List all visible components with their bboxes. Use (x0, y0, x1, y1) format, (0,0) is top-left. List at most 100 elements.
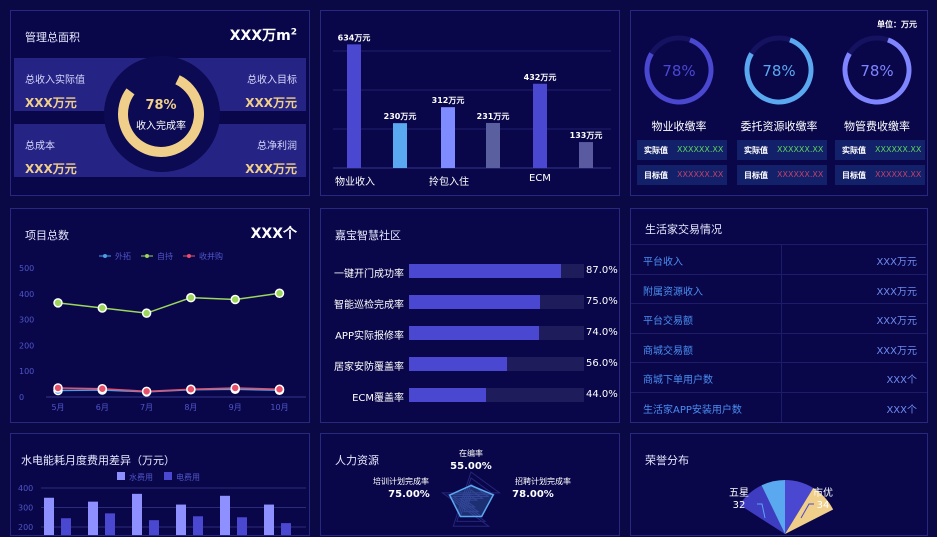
trade-row-value: XXX万元 (876, 345, 917, 357)
target-value-cell: 目标值 XXXXXX.XX (737, 165, 827, 185)
bar (237, 517, 247, 535)
honor-panel: 荣誉分布 五星 32 市优 34 (630, 433, 928, 536)
hbar-track (409, 357, 584, 371)
radar-value-label: 78.00% (512, 489, 554, 500)
bar (579, 142, 593, 168)
hbar-track (409, 295, 584, 309)
bar (220, 495, 230, 535)
column-divider (781, 333, 782, 363)
y-tick-label: 400 (18, 484, 33, 493)
legend-label[interactable]: 自持 (157, 251, 173, 261)
y-tick-label: 400 (19, 290, 34, 299)
actual-value: XXXXXX.XX (677, 145, 724, 154)
radar-grid (440, 471, 502, 527)
data-point (53, 383, 63, 393)
bar (347, 44, 361, 169)
y-tick-label: 200 (18, 523, 33, 532)
gauge-percent: 78% (762, 62, 795, 80)
card-label: 总收入目标 (247, 75, 297, 86)
radar-area (448, 484, 495, 518)
smart-title: 嘉宝智慧社区 (335, 229, 401, 242)
data-point (186, 292, 196, 303)
actual-value: XXXXXX.XX (875, 145, 922, 154)
x-tick-label: 9月 (229, 403, 242, 412)
hbar-row: ECM覆盖率 44.0% (321, 388, 621, 404)
hbar-label: APP实际报修率 (335, 331, 404, 342)
hbar-fill (409, 388, 486, 402)
bar (441, 107, 455, 168)
hbar-fill (409, 295, 541, 309)
actual-value: XXXXXX.XX (777, 145, 824, 154)
area-value: XXX万m2 (230, 25, 297, 45)
x-tick-label: ECM (529, 173, 551, 184)
unit-label: 单位：万元 (877, 20, 917, 29)
legend-label[interactable]: 电费用 (176, 472, 200, 482)
project-line-chart: 0 100 200 300 400 500 5月 6月 7月 8月 9月 10月 外拓 自持 收并购 (19, 251, 306, 412)
card-value: XXX万元 (245, 96, 297, 110)
x-tick-label: 物业收入 (335, 177, 375, 188)
target-value: XXXXXX.XX (677, 170, 724, 179)
legend-label[interactable]: 外拓 (115, 251, 131, 261)
trade-row: 附属资源收入 XXX万元 (631, 273, 927, 304)
hbar-value: 87.0% (586, 265, 618, 276)
legend-label[interactable]: 收并购 (199, 251, 223, 261)
area-title: 管理总面积 (25, 31, 80, 44)
pie-label-value: 32 (733, 500, 746, 511)
area-panel: 管理总面积 XXX万m2 78% 收入完成率 总收入实际值 XXX万元 总收入目… (10, 10, 310, 196)
area-value-superscript: 2 (290, 27, 297, 38)
hbar-label: ECM覆盖率 (352, 393, 404, 404)
hbar-value: 44.0% (586, 389, 618, 400)
hbar-label: 一键开门成功率 (334, 269, 404, 280)
x-tick-label: 10月 (270, 403, 288, 412)
target-value-cell: 目标值 XXXXXX.XX (637, 165, 727, 185)
bar (393, 123, 407, 168)
series-line (57, 292, 280, 314)
actual-label: 实际值 (644, 146, 668, 155)
bar-data-label: 432万元 (524, 73, 557, 82)
trade-row-label: 平台收入 (643, 257, 683, 268)
legend-label[interactable]: 水费用 (129, 472, 153, 482)
bar-data-label: 230万元 (384, 112, 417, 121)
hbar-value: 56.0% (586, 358, 618, 369)
y-tick-label: 500 (19, 264, 34, 273)
trade-row: 生活家APP安装用户数 XXX个 (631, 392, 927, 422)
x-tick-label: 7月 (140, 403, 153, 412)
trade-panel: 生活家交易情况 平台收入 XXX万元 附属资源收入 XXX万元 平台交易额 XXX万元 商城… (630, 208, 928, 423)
utility-bar-chart: 200 300 400 水费用 电费用 (18, 472, 306, 535)
y-tick-label: 300 (19, 316, 34, 325)
actual-label: 实际值 (842, 146, 866, 155)
data-point (97, 303, 108, 313)
pie-slice (785, 480, 814, 534)
income-donut (118, 75, 204, 157)
trade-row-value: XXX万元 (876, 257, 917, 268)
label-leader (757, 503, 766, 519)
data-point (274, 288, 285, 299)
bar (88, 501, 98, 535)
bar-data-label: 634万元 (338, 33, 371, 42)
label-leader (800, 503, 814, 519)
collection-panel: 单位：万元 78% 78% 78% 物业收缴率 实际值 XXXXXX.XX 目标值 XXXX… (630, 10, 928, 196)
trade-row-value: XXX个 (886, 375, 917, 387)
trade-row-value: XXX万元 (876, 286, 917, 298)
gauge-title: 物业收缴率 (651, 120, 707, 133)
radar-axis-label: 招聘计划完成率 (515, 476, 571, 486)
bar (149, 520, 159, 535)
actual-value-cell: 实际值 XXXXXX.XX (637, 140, 727, 160)
legend-swatch[interactable] (117, 472, 125, 480)
trade-row-label: 附属资源收入 (643, 286, 703, 298)
card-value: XXX万元 (25, 96, 77, 110)
trade-title: 生活家交易情况 (645, 223, 722, 236)
data-point (186, 384, 196, 395)
gauges: 78% 78% 78% (644, 35, 912, 105)
card-label: 总净利润 (257, 141, 297, 152)
donut-percent: 78% (145, 98, 177, 113)
radar-value-label: 75.00% (388, 489, 430, 500)
actual-label: 实际值 (744, 146, 768, 155)
hbar-row: 智能巡检完成率 75.0% (321, 295, 621, 311)
legend-swatch[interactable] (164, 472, 172, 480)
smart-panel: 嘉宝智慧社区 一键开门成功率 87.0% 智能巡检完成率 75.0% APP实际报修率 7… (320, 208, 620, 423)
trade-row-label: 商城交易额 (643, 345, 693, 357)
column-divider (781, 304, 782, 334)
